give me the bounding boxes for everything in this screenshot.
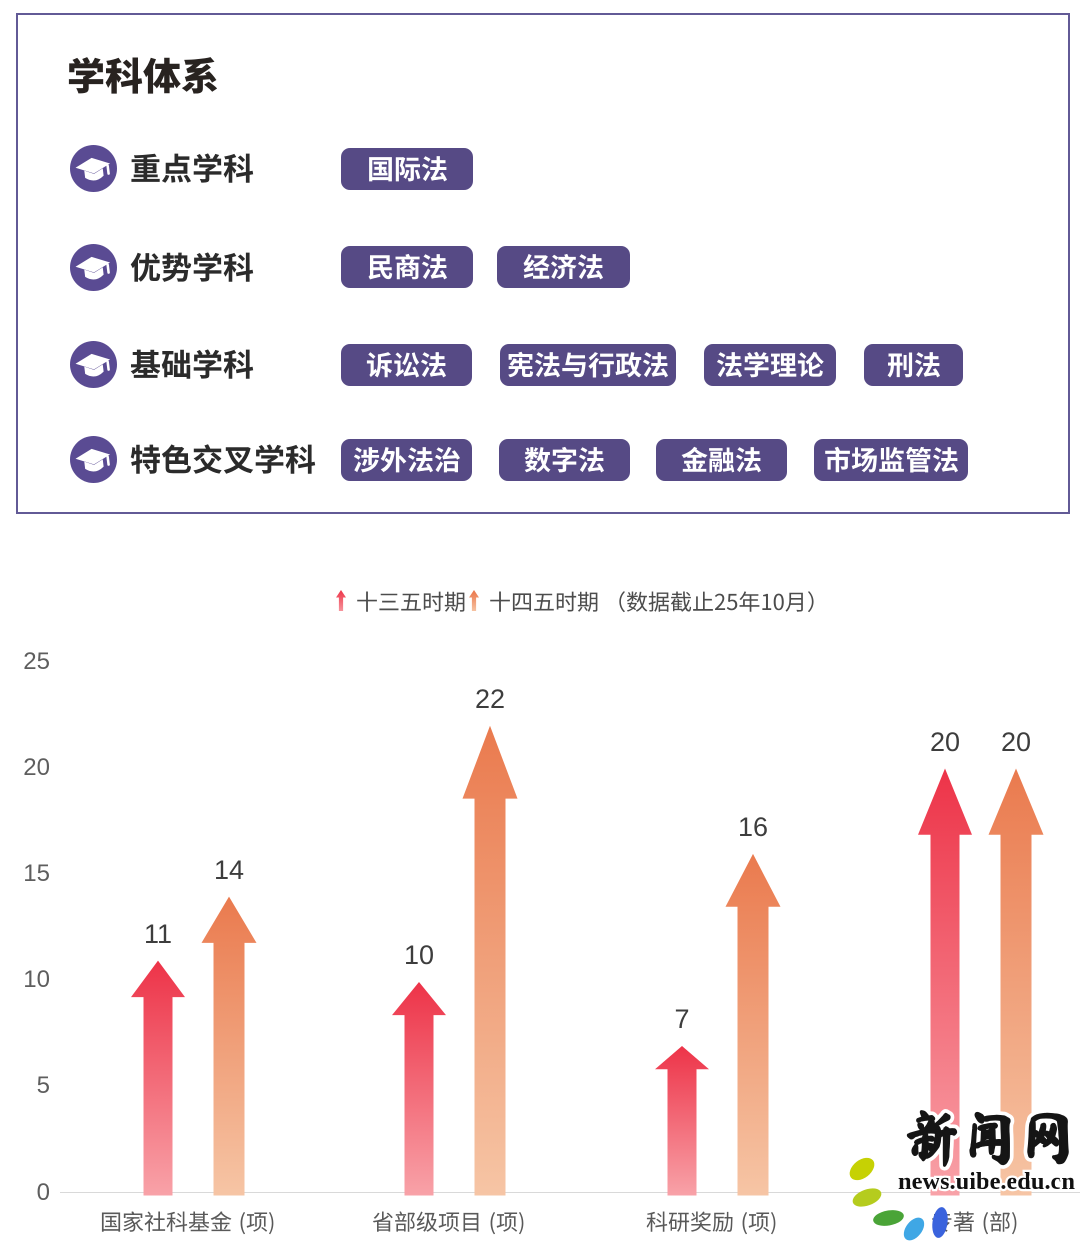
svg-text:news.uibe.edu.cn: news.uibe.edu.cn	[898, 1168, 1075, 1195]
